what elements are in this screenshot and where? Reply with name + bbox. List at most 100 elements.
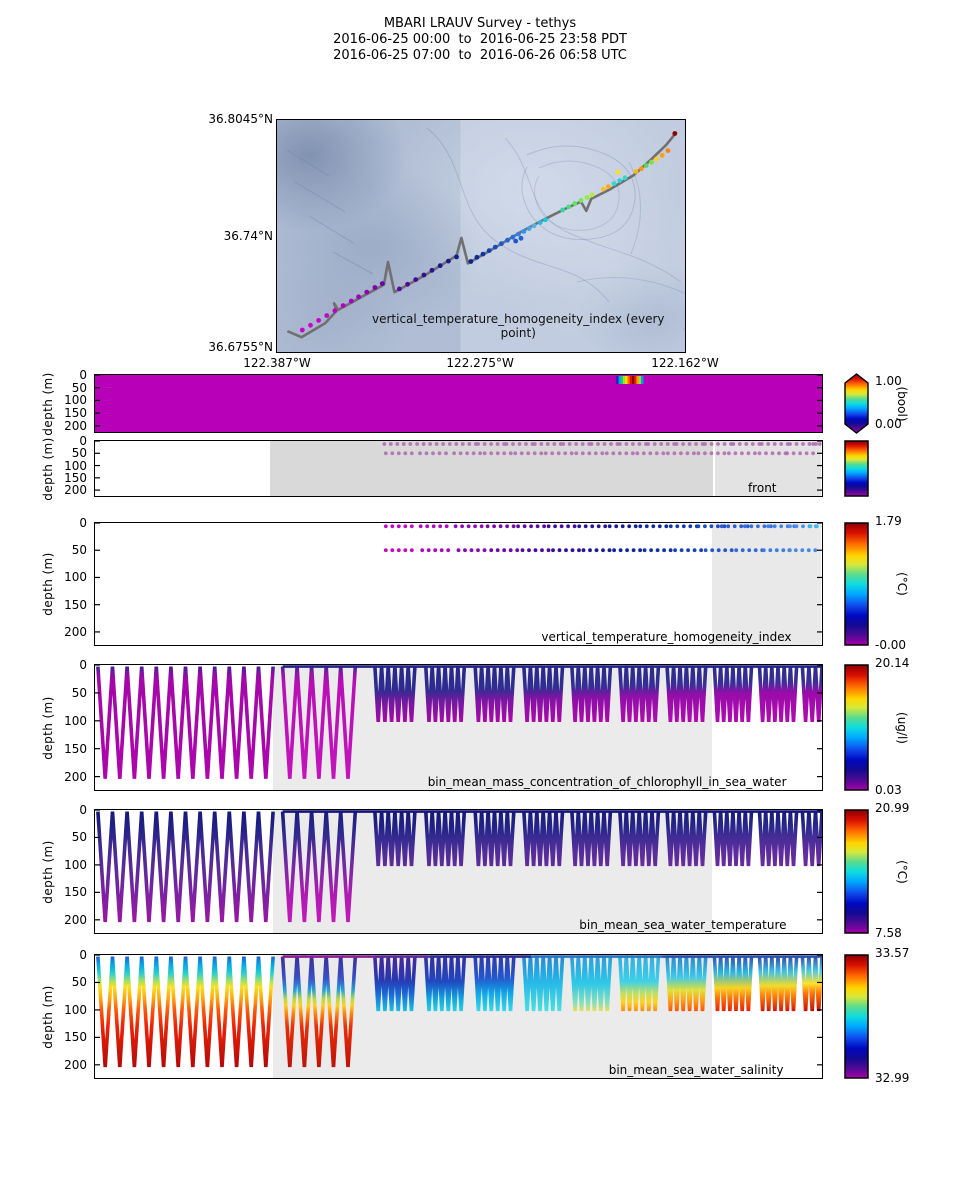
measurement-dot <box>551 441 556 446</box>
measurement-dot <box>567 441 572 446</box>
measurement-dot <box>402 547 407 552</box>
contour-decoration <box>426 127 609 302</box>
track-data-point <box>589 192 594 197</box>
measurement-dot <box>466 441 471 446</box>
measurement-dot <box>784 450 789 455</box>
measurement-dot <box>510 441 515 446</box>
measurement-dot <box>767 547 772 552</box>
measurement-dot <box>696 450 700 455</box>
colorbar-max-label: 1.00 <box>875 374 902 388</box>
measurement-dot <box>431 523 436 528</box>
measurement-dot <box>733 547 738 552</box>
measurement-dot <box>409 547 414 552</box>
measurement-dot <box>716 547 721 552</box>
measurement-dot <box>692 547 696 552</box>
track-data-point <box>531 222 536 228</box>
map-lon-tick: 122.387°W <box>243 356 311 370</box>
measurement-dot <box>678 450 683 455</box>
measurement-dot <box>443 450 448 455</box>
measurement-dot <box>637 547 642 552</box>
track-data-point <box>648 159 654 165</box>
bool-event-stripe <box>622 375 626 384</box>
measurement-dot <box>778 523 783 528</box>
measurement-dot <box>430 450 435 455</box>
measurement-dot <box>482 441 486 446</box>
colorbar-unit-label: (ug/l) <box>895 711 909 744</box>
depth-tick-label: 50 <box>71 685 87 700</box>
measurement-dot <box>563 547 568 552</box>
depth-tick-label: 100 <box>64 393 87 408</box>
measurement-dot <box>672 450 676 455</box>
map-lon-tick: 122.275°W <box>446 356 514 370</box>
measurement-dot <box>776 450 781 455</box>
measurement-dot <box>650 523 655 528</box>
measurement-dot <box>642 547 646 552</box>
contour-decoration <box>520 145 636 240</box>
vthi-plot <box>94 522 822 633</box>
measurement-dot <box>462 547 467 552</box>
measurement-dot <box>477 450 482 455</box>
measurement-dot <box>389 450 394 455</box>
measurement-dot <box>655 547 659 552</box>
track-data-point <box>571 200 577 206</box>
depth-tick-label: 0 <box>79 516 87 530</box>
depth-tick-label: 0 <box>79 368 87 382</box>
measurement-dot <box>746 547 751 552</box>
dive-profile-section <box>472 955 516 1011</box>
measurement-dot <box>752 450 757 455</box>
depth-tick-label: 150 <box>64 885 87 900</box>
track-data-point <box>404 281 410 287</box>
measurement-dot <box>702 523 707 528</box>
divider-line <box>712 440 715 496</box>
measurement-dot <box>687 441 691 446</box>
dive-profile-section <box>800 955 822 1011</box>
measurement-dot <box>763 450 768 455</box>
dive-profile-section <box>280 810 357 922</box>
measurement-dot <box>522 523 526 528</box>
measurement-dot <box>495 547 500 552</box>
measurement-dot <box>593 450 598 455</box>
measurement-dot <box>580 450 585 455</box>
colorbar-min-label: 7.58 <box>875 926 902 940</box>
sal-panel: bin_mean_sea_water_salinity <box>93 953 823 1079</box>
measurement-dot <box>755 523 760 528</box>
depth-tick-label: 100 <box>64 713 87 728</box>
chl-colorbar <box>844 664 869 791</box>
measurement-dot <box>631 547 635 552</box>
measurement-dot <box>475 547 480 552</box>
colorbar-unit-label: (°C) <box>895 859 909 884</box>
measurement-dot <box>681 523 686 528</box>
measurement-dot <box>637 441 641 446</box>
measurement-dot <box>464 450 469 455</box>
measurement-dot <box>774 547 779 552</box>
track-data-point <box>299 327 305 332</box>
measurement-dot <box>576 547 581 552</box>
measurement-dot <box>630 441 635 446</box>
bool-event-stripe <box>640 375 643 384</box>
track-data-point <box>584 194 589 200</box>
measurement-dot <box>447 441 452 446</box>
measurement-dot <box>791 450 795 455</box>
measurement-dot <box>508 547 513 552</box>
dive-profile-section <box>569 665 612 722</box>
track-data-point <box>323 312 329 318</box>
track-data-point <box>526 225 531 231</box>
dive-profile-section <box>617 665 660 722</box>
measurement-dot <box>658 441 663 446</box>
track-data-point <box>498 240 504 246</box>
track-data-point <box>515 231 521 236</box>
measurement-dot <box>523 441 528 446</box>
measurement-dot <box>787 523 792 528</box>
dive-profile-section <box>95 955 275 1067</box>
vthi-colorbar <box>844 522 869 646</box>
map-lon-tick: 122.162°W <box>651 356 719 370</box>
measurement-dot <box>528 523 533 528</box>
track-data-point <box>486 247 492 253</box>
measurement-dot <box>685 450 689 455</box>
measurement-dot <box>418 523 423 528</box>
dive-profile-section <box>423 810 466 866</box>
measurement-dot <box>383 547 388 552</box>
measurement-dot <box>445 547 450 552</box>
bool-event-stripe <box>631 375 635 384</box>
measurement-dot <box>753 547 758 552</box>
